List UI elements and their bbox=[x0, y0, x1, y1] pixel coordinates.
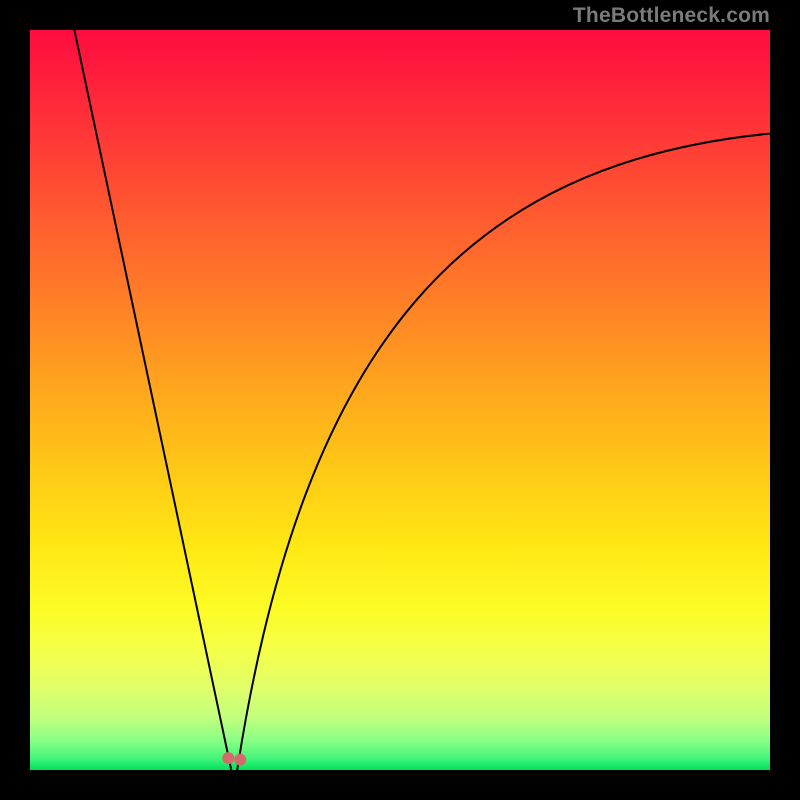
curve-right-branch bbox=[237, 134, 770, 770]
chart-frame: TheBottleneck.com bbox=[0, 0, 800, 800]
plot-area bbox=[30, 30, 770, 770]
watermark-text: TheBottleneck.com bbox=[573, 4, 770, 28]
minimum-marker bbox=[222, 752, 246, 765]
bottleneck-curve bbox=[30, 30, 770, 770]
curve-left-branch bbox=[74, 30, 231, 770]
